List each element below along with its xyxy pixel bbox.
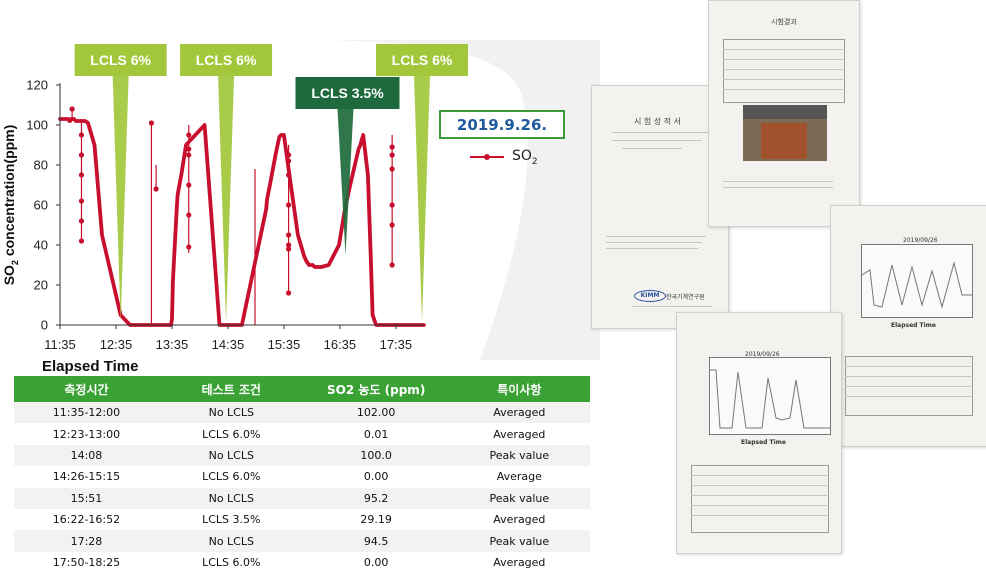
spike-point [186,182,192,188]
report-so2-page: 2019/09/26 Elapsed Time [676,312,842,554]
col-header-remark: 특이사항 [448,376,590,402]
x-tick-label: 13:35 [156,337,189,352]
callout-pointer [337,109,354,255]
so2-chart-thumb [709,357,831,435]
spike-point [389,166,395,172]
spike-point [78,198,85,204]
callout: LCLS 3.5% [295,77,400,255]
spike-point [285,246,292,252]
callout-box [74,44,167,76]
callout-label: LCLS 6% [90,52,151,68]
spike-point [389,144,395,150]
x-tick-label: 17:35 [380,337,413,352]
table-row: 17:50-18:25 LCLS 6.0% 0.00 Averaged [14,551,590,573]
callout-pointer [218,76,235,322]
callout-pointer [414,76,430,322]
spike-point [186,152,192,158]
spike-point [186,212,192,218]
y-tick-label: 120 [26,78,48,93]
callout-label: LCLS 6% [392,52,453,68]
chart-legend: SO2 [470,148,538,167]
report-photo-page: 시험결과 [708,0,860,227]
y-tick-label: 100 [26,118,48,133]
equipment-photo [743,105,827,161]
spike-point [285,232,292,238]
table-row: 14:08 No LCLS 100.0 Peak value [14,444,590,467]
col-header-concentration: SO2 농도 (ppm) [303,376,449,402]
callout-label: LCLS 6% [196,52,257,68]
callout-box [376,44,468,76]
y-tick-label: 20 [34,278,48,293]
spike-point [78,218,85,224]
x-tick-label: 11:35 [44,337,76,352]
so2-line-chart: 0 20 40 60 80 100 120 11:35 12:35 13:35 14:35 15:35… [1,44,468,375]
y-tick-label: 80 [34,158,48,173]
table-row: 17:28 No LCLS 94.5 Peak value [14,530,590,552]
spike-point [285,242,292,248]
spike-point [389,202,395,208]
y-tick-label: 0 [41,318,48,333]
x-tick-label: 12:35 [100,337,133,352]
x-tick-label: 15:35 [268,337,301,352]
table-header-row: 측정시간 테스트 조건 SO2 농도 (ppm) 특이사항 [14,376,590,402]
col-header-condition: 테스트 조건 [158,376,304,402]
spike-point [69,106,75,112]
y-tick-label: 40 [34,238,48,253]
y-axis-title: SO2 concentration(ppm) [1,125,20,286]
spike-point [78,172,85,178]
x-axis-title: Elapsed Time [42,358,138,375]
date-label: 2019.9.26. [439,110,565,139]
x-tick-label: 16:35 [324,337,357,352]
callout: LCLS 6% [74,44,167,322]
callout-box [180,44,273,76]
spike-point [285,290,292,296]
legend-swatch [470,154,504,161]
spike-point [389,262,395,268]
report-nox-page: 2019/09/26 Elapsed Time [830,205,986,447]
measurement-table: 측정시간 테스트 조건 SO2 농도 (ppm) 특이사항 11:35-12:0… [14,376,590,573]
report-cover-photo: 시 험 성 적 서 KIMM 한국기계연구원 [591,85,729,329]
callout-pointer [112,76,129,322]
x-tick-label: 14:35 [212,337,245,352]
spike-point [78,238,85,244]
spike-point [389,152,395,158]
series-line-so2 [58,117,426,327]
legend-label: SO2 [512,148,538,167]
col-header-time: 측정시간 [14,376,159,402]
y-tick-label: 60 [34,198,48,213]
table-row: 14:26-15:15 LCLS 6.0% 0.00 Average [14,466,590,488]
callout: LCLS 6% [376,44,468,322]
spike-point [153,186,159,192]
kimm-logo: KIMM [634,290,666,302]
spike-point [78,152,85,158]
spike-point [78,132,85,138]
spike-point [186,132,192,138]
table-row: 11:35-12:00 No LCLS 102.00 Averaged [14,402,590,424]
table-row: 16:22-16:52 LCLS 3.5% 29.19 Averaged [14,508,590,531]
spike-point [148,120,155,126]
table-row: 12:23-13:00 LCLS 6.0% 0.01 Averaged [14,423,590,445]
spike-point [285,202,292,208]
nox-chart-thumb [861,244,973,318]
callout-label: LCLS 3.5% [311,85,384,101]
spike-point [186,244,192,250]
callout: LCLS 6% [180,44,273,322]
callout-box [295,77,400,109]
table-row: 15:51 No LCLS 95.2 Peak value [14,487,590,509]
spike-point [389,222,395,228]
